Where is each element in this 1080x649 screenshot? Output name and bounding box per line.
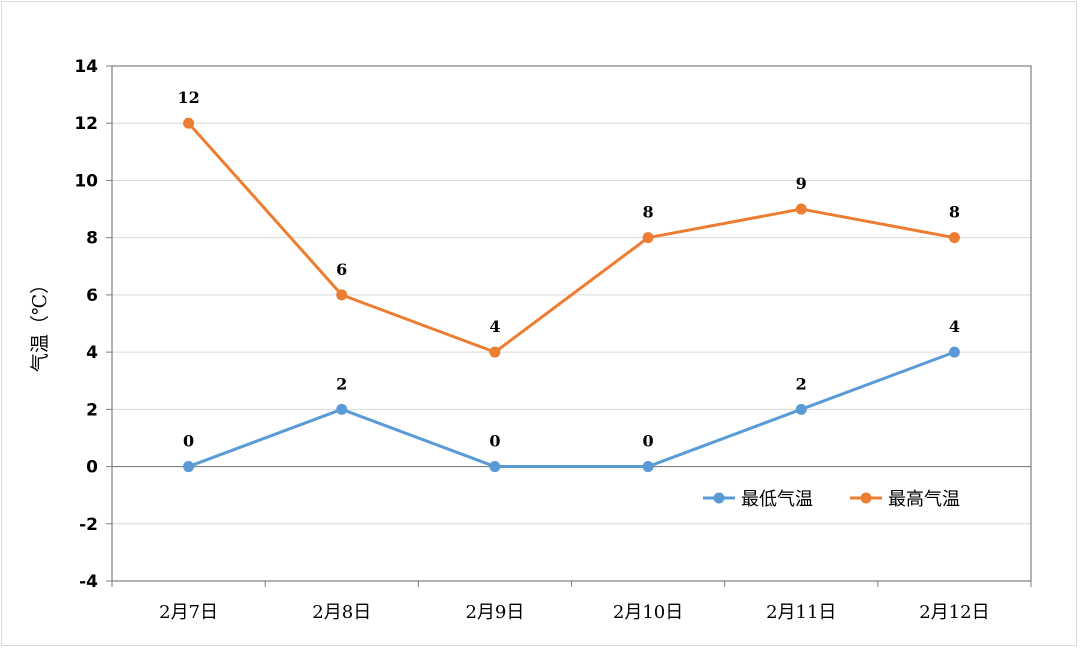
legend-swatch-marker — [713, 492, 725, 504]
x-tick-label: 2月8日 — [312, 602, 371, 623]
x-tick-label: 2月11日 — [766, 602, 836, 623]
y-tick-label: 2 — [86, 400, 98, 420]
x-tick-label: 2月7日 — [159, 602, 218, 623]
data-point — [336, 403, 348, 415]
data-point — [948, 346, 960, 358]
x-axis-ticks: 2月7日 2月8日 2月9日 2月10日 2月11日 2月12日 — [111, 581, 1032, 623]
data-label: 4 — [949, 317, 960, 336]
data-labels: 0 2 0 0 2 4 12 6 4 8 9 8 — [177, 88, 960, 450]
data-label: 8 — [949, 203, 960, 222]
y-tick-label: 6 — [86, 286, 98, 306]
data-point — [489, 461, 501, 473]
y-tick-label: -4 — [79, 572, 98, 592]
data-label: 0 — [643, 432, 654, 451]
y-axis-ticks: -4 -2 0 2 4 6 8 10 12 14 — [74, 57, 112, 592]
y-tick-label: 12 — [74, 114, 98, 134]
legend-item-label: 最低气温 — [741, 489, 813, 510]
data-point — [336, 289, 348, 301]
y-tick-label: -2 — [79, 515, 98, 535]
y-tick-label: 8 — [86, 229, 98, 249]
data-point — [795, 203, 807, 215]
data-label: 4 — [489, 317, 500, 336]
data-point — [183, 117, 195, 129]
x-tick-label: 2月9日 — [465, 602, 524, 623]
legend-swatch-marker — [860, 492, 872, 504]
y-tick-label: 10 — [74, 171, 98, 191]
data-label: 0 — [489, 432, 500, 451]
series-group — [183, 117, 960, 473]
y-tick-label: 0 — [86, 458, 98, 478]
data-label: 0 — [183, 432, 194, 451]
y-axis-label: 气温（℃） — [29, 275, 51, 372]
legend: 最低气温 最高气温 — [703, 489, 960, 510]
data-point — [642, 461, 654, 473]
y-tick-label: 4 — [86, 343, 98, 363]
series-line-1 — [187, 122, 955, 354]
data-label: 8 — [643, 203, 654, 222]
data-point — [948, 232, 960, 244]
data-point — [795, 403, 807, 415]
data-point — [183, 461, 195, 473]
x-tick-label: 2月10日 — [613, 602, 683, 623]
x-tick-label: 2月12日 — [919, 602, 989, 623]
y-tick-label: 14 — [74, 57, 98, 77]
data-label: 2 — [796, 374, 807, 393]
series-line-0 — [188, 350, 955, 469]
data-label: 12 — [177, 88, 199, 107]
legend-item-label: 最高气温 — [888, 489, 960, 510]
data-label: 6 — [336, 260, 347, 279]
data-point — [642, 232, 654, 244]
data-label: 9 — [796, 174, 807, 193]
data-label: 2 — [336, 374, 347, 393]
data-point — [489, 346, 501, 358]
